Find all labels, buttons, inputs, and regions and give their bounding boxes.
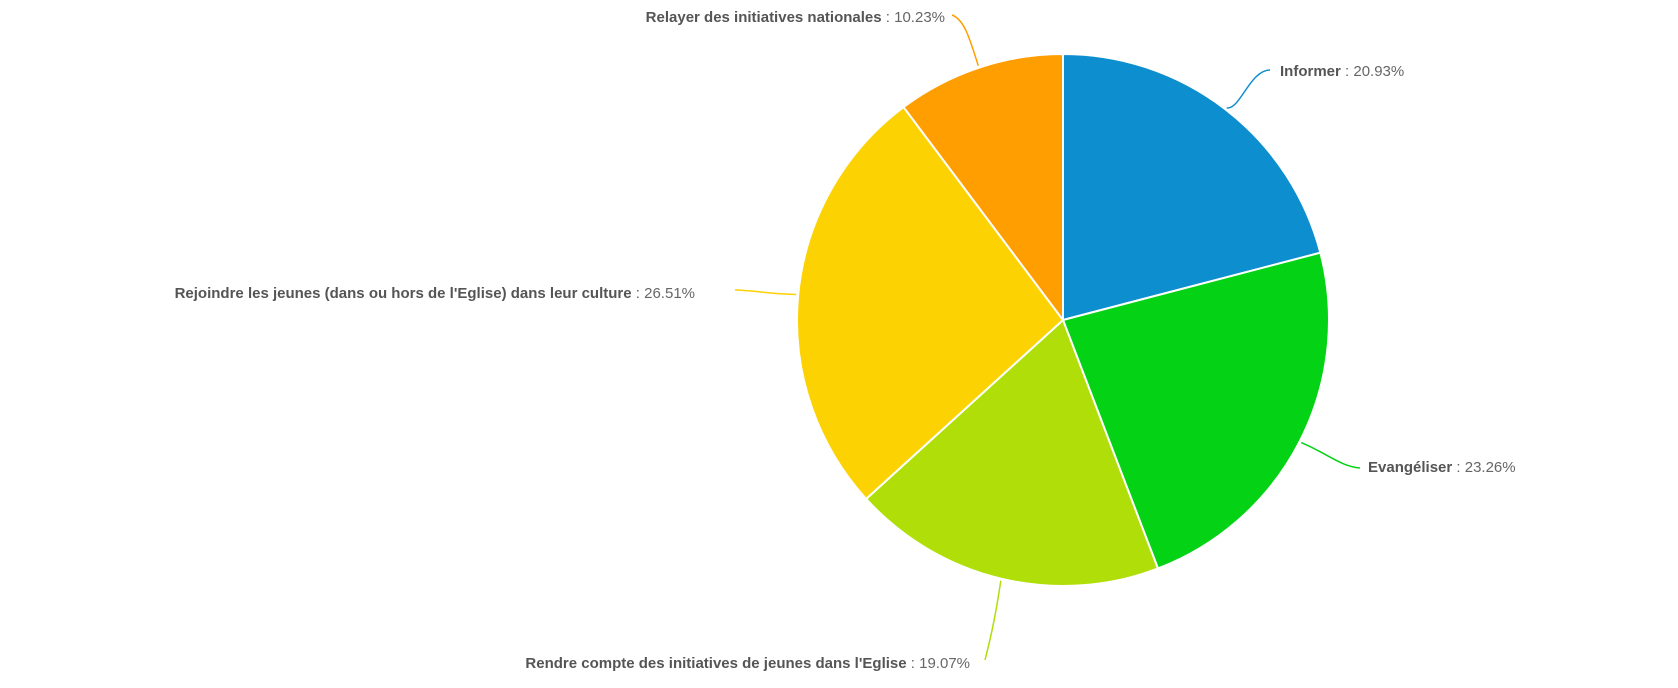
pie-slices	[796, 52, 1330, 587]
slice-label-value: 20.93%	[1353, 63, 1404, 80]
slice-label-separator: :	[882, 9, 895, 26]
slice-label-value: 26.51%	[644, 285, 695, 302]
pie-slice-rendre-compte-des-initiatives-de-jeunes-[interactable]	[864, 318, 1160, 587]
slice-label-separator: :	[1452, 459, 1465, 476]
connector-relayer-des-initiatives-nationales	[951, 14, 980, 66]
slice-label-separator: :	[632, 285, 645, 302]
slice-label-value: 10.23%	[894, 9, 945, 26]
pie-slice-relayer-des-initiatives-nationales[interactable]	[902, 52, 1064, 324]
connector-rejoindre-les-jeunes-dans-ou-hors-de-l-e	[734, 289, 797, 296]
slice-label-name: Relayer des initiatives nationales	[646, 9, 882, 26]
slice-labels: Informer : 20.93% Evangéliser : 23.26% Ren…	[175, 9, 1516, 672]
slice-label-separator: :	[1341, 63, 1354, 80]
label-connectors	[734, 14, 1361, 661]
slice-label-name: Rendre compte des initiatives de jeunes …	[525, 655, 906, 672]
pie-slice-evangeliser[interactable]	[1061, 251, 1330, 570]
slice-label-informer: Informer : 20.93%	[1280, 63, 1404, 80]
slice-label-name: Informer	[1280, 63, 1341, 80]
slice-label-name: Evangéliser	[1368, 459, 1452, 476]
slice-label-relayer-des-initiatives-nationales: Relayer des initiatives nationales : 10.…	[646, 9, 945, 26]
slice-label-value: 19.07%	[919, 655, 970, 672]
pie-slice-rejoindre-les-jeunes-dans-ou-hors-de-l-e[interactable]	[796, 105, 1065, 501]
slice-label-rejoindre-les-jeunes-dans-ou-hors-de-l-e: Rejoindre les jeunes (dans ou hors de l'…	[175, 285, 695, 302]
connector-informer	[1226, 69, 1271, 109]
slice-label-name: Rejoindre les jeunes (dans ou hors de l'…	[175, 285, 632, 302]
slice-label-rendre-compte-des-initiatives-de-jeunes-: Rendre compte des initiatives de jeunes …	[525, 655, 970, 672]
slice-label-separator: :	[907, 655, 920, 672]
connector-evangeliser	[1301, 441, 1361, 469]
connector-rendre-compte-des-initiatives-de-jeunes-	[984, 580, 1002, 661]
slice-label-value: 23.26%	[1465, 459, 1516, 476]
pie-slice-informer[interactable]	[1062, 52, 1322, 322]
slice-label-evangeliser: Evangéliser : 23.26%	[1368, 459, 1516, 476]
